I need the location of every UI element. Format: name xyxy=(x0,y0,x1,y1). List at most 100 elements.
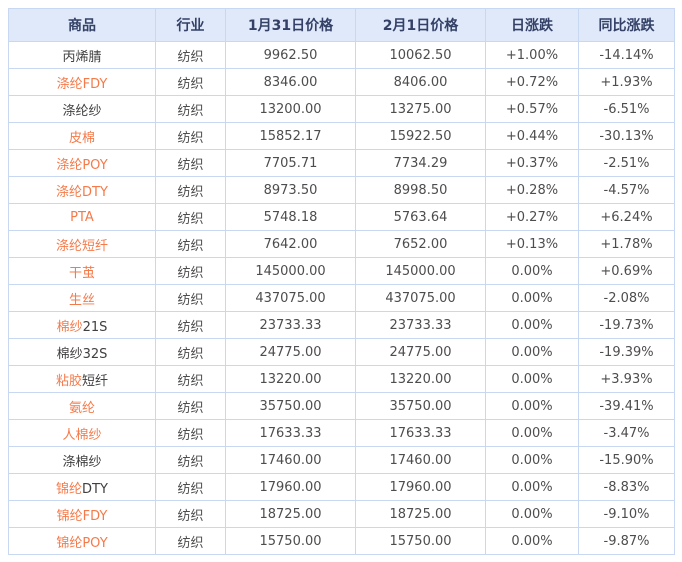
product-link[interactable]: 干茧 xyxy=(68,265,95,281)
product-name-cell[interactable]: 皮棉 xyxy=(8,122,156,150)
product-text: 涤棉纱 xyxy=(62,454,102,470)
product-link[interactable]: 生丝 xyxy=(68,292,95,308)
product-link[interactable]: 人棉纱 xyxy=(62,427,102,443)
table-row: 锦纶POY 纺织 15750.00 15750.00 0.00% -9.87% xyxy=(8,527,675,555)
yoy-change-cell: -2.51% xyxy=(578,149,675,177)
price-jan31-cell: 24775.00 xyxy=(225,338,356,366)
price-feb1-cell: 8998.50 xyxy=(355,176,486,204)
product-text: 丙烯腈 xyxy=(62,49,102,65)
industry-cell: 纺织 xyxy=(155,149,226,177)
industry-cell: 纺织 xyxy=(155,122,226,150)
table-row: 生丝 纺织 437075.00 437075.00 0.00% -2.08% xyxy=(8,284,675,312)
yoy-change-cell: -15.90% xyxy=(578,446,675,474)
daily-change-cell: 0.00% xyxy=(485,257,579,285)
product-link[interactable]: 粘胶 xyxy=(55,373,82,389)
table-row: 涤纶FDY 纺织 8346.00 8406.00 +0.72% +1.93% xyxy=(8,68,675,96)
table-row: 丙烯腈 纺织 9962.50 10062.50 +1.00% -14.14% xyxy=(8,41,675,69)
industry-cell: 纺织 xyxy=(155,230,226,258)
price-feb1-cell: 437075.00 xyxy=(355,284,486,312)
product-text: 涤纶纱 xyxy=(62,103,102,119)
price-jan31-cell: 13220.00 xyxy=(225,365,356,393)
table-row: 人棉纱 纺织 17633.33 17633.33 0.00% -3.47% xyxy=(8,419,675,447)
product-name-cell[interactable]: 涤纶短纤 xyxy=(8,230,156,258)
daily-change-cell: +0.27% xyxy=(485,203,579,231)
industry-cell: 纺织 xyxy=(155,257,226,285)
product-link[interactable]: 涤纶FDY xyxy=(56,76,108,92)
product-link[interactable]: PTA xyxy=(70,209,94,225)
yoy-change-cell: +0.69% xyxy=(578,257,675,285)
price-jan31-cell: 9962.50 xyxy=(225,41,356,69)
product-name-cell[interactable]: 锦纶POY xyxy=(8,527,156,555)
yoy-change-cell: -9.10% xyxy=(578,500,675,528)
price-jan31-cell: 15750.00 xyxy=(225,527,356,555)
header-industry: 行业 xyxy=(155,8,226,42)
product-link[interactable]: 皮棉 xyxy=(68,130,95,146)
yoy-change-cell: -39.41% xyxy=(578,392,675,420)
header-yoy-change: 同比涨跌 xyxy=(578,8,675,42)
price-feb1-cell: 35750.00 xyxy=(355,392,486,420)
daily-change-cell: 0.00% xyxy=(485,365,579,393)
industry-cell: 纺织 xyxy=(155,41,226,69)
header-price-feb1: 2月1日价格 xyxy=(355,8,486,42)
price-jan31-cell: 437075.00 xyxy=(225,284,356,312)
yoy-change-cell: +1.78% xyxy=(578,230,675,258)
daily-change-cell: 0.00% xyxy=(485,527,579,555)
product-name-cell[interactable]: 锦纶DTY xyxy=(8,473,156,501)
price-feb1-cell: 8406.00 xyxy=(355,68,486,96)
product-name-cell[interactable]: 涤纶FDY xyxy=(8,68,156,96)
yoy-change-cell: -2.08% xyxy=(578,284,675,312)
product-link[interactable]: 涤纶DTY xyxy=(56,184,108,200)
product-name-cell: 涤棉纱 xyxy=(8,446,156,474)
product-name-cell: 涤纶纱 xyxy=(8,95,156,123)
price-feb1-cell: 17633.33 xyxy=(355,419,486,447)
daily-change-cell: 0.00% xyxy=(485,338,579,366)
product-name-cell[interactable]: 粘胶短纤 xyxy=(8,365,156,393)
product-link[interactable]: 棉纱 xyxy=(56,319,83,335)
product-name-cell[interactable]: 生丝 xyxy=(8,284,156,312)
product-text: 短纤 xyxy=(82,373,109,389)
table-row: 粘胶短纤 纺织 13220.00 13220.00 0.00% +3.93% xyxy=(8,365,675,393)
product-name-cell[interactable]: 锦纶FDY xyxy=(8,500,156,528)
product-text: 21S xyxy=(82,319,108,335)
commodity-price-table: 商品 行业 1月31日价格 2月1日价格 日涨跌 同比涨跌 丙烯腈 纺织 996… xyxy=(8,8,675,555)
product-name-cell[interactable]: 干茧 xyxy=(8,257,156,285)
product-link[interactable]: 锦纶 xyxy=(56,481,83,497)
product-name-cell[interactable]: 棉纱21S xyxy=(8,311,156,339)
table-row: 涤纶DTY 纺织 8973.50 8998.50 +0.28% -4.57% xyxy=(8,176,675,204)
product-link[interactable]: 涤纶短纤 xyxy=(55,238,108,254)
price-feb1-cell: 13220.00 xyxy=(355,365,486,393)
price-feb1-cell: 17960.00 xyxy=(355,473,486,501)
price-feb1-cell: 145000.00 xyxy=(355,257,486,285)
price-feb1-cell: 18725.00 xyxy=(355,500,486,528)
daily-change-cell: +0.44% xyxy=(485,122,579,150)
price-feb1-cell: 5763.64 xyxy=(355,203,486,231)
yoy-change-cell: -9.87% xyxy=(578,527,675,555)
product-link[interactable]: 锦纶POY xyxy=(56,535,108,551)
table-row: PTA 纺织 5748.18 5763.64 +0.27% +6.24% xyxy=(8,203,675,231)
price-feb1-cell: 13275.00 xyxy=(355,95,486,123)
product-name-cell[interactable]: 涤纶DTY xyxy=(8,176,156,204)
product-name-cell[interactable]: 涤纶POY xyxy=(8,149,156,177)
header-row: 商品 行业 1月31日价格 2月1日价格 日涨跌 同比涨跌 xyxy=(8,8,675,42)
table-row: 涤纶短纤 纺织 7642.00 7652.00 +0.13% +1.78% xyxy=(8,230,675,258)
industry-cell: 纺织 xyxy=(155,446,226,474)
yoy-change-cell: -19.73% xyxy=(578,311,675,339)
price-jan31-cell: 8973.50 xyxy=(225,176,356,204)
price-jan31-cell: 35750.00 xyxy=(225,392,356,420)
product-name-cell[interactable]: 氨纶 xyxy=(8,392,156,420)
table-row: 棉纱21S 纺织 23733.33 23733.33 0.00% -19.73% xyxy=(8,311,675,339)
yoy-change-cell: -4.57% xyxy=(578,176,675,204)
price-jan31-cell: 7642.00 xyxy=(225,230,356,258)
product-link[interactable]: 涤纶POY xyxy=(56,157,108,173)
price-jan31-cell: 17633.33 xyxy=(225,419,356,447)
price-jan31-cell: 23733.33 xyxy=(225,311,356,339)
industry-cell: 纺织 xyxy=(155,419,226,447)
industry-cell: 纺织 xyxy=(155,473,226,501)
product-link[interactable]: 氨纶 xyxy=(68,400,95,416)
product-name-cell[interactable]: PTA xyxy=(8,203,156,231)
daily-change-cell: 0.00% xyxy=(485,419,579,447)
table-header: 商品 行业 1月31日价格 2月1日价格 日涨跌 同比涨跌 xyxy=(8,8,675,42)
product-name-cell[interactable]: 人棉纱 xyxy=(8,419,156,447)
product-link[interactable]: 锦纶FDY xyxy=(56,508,108,524)
industry-cell: 纺织 xyxy=(155,338,226,366)
